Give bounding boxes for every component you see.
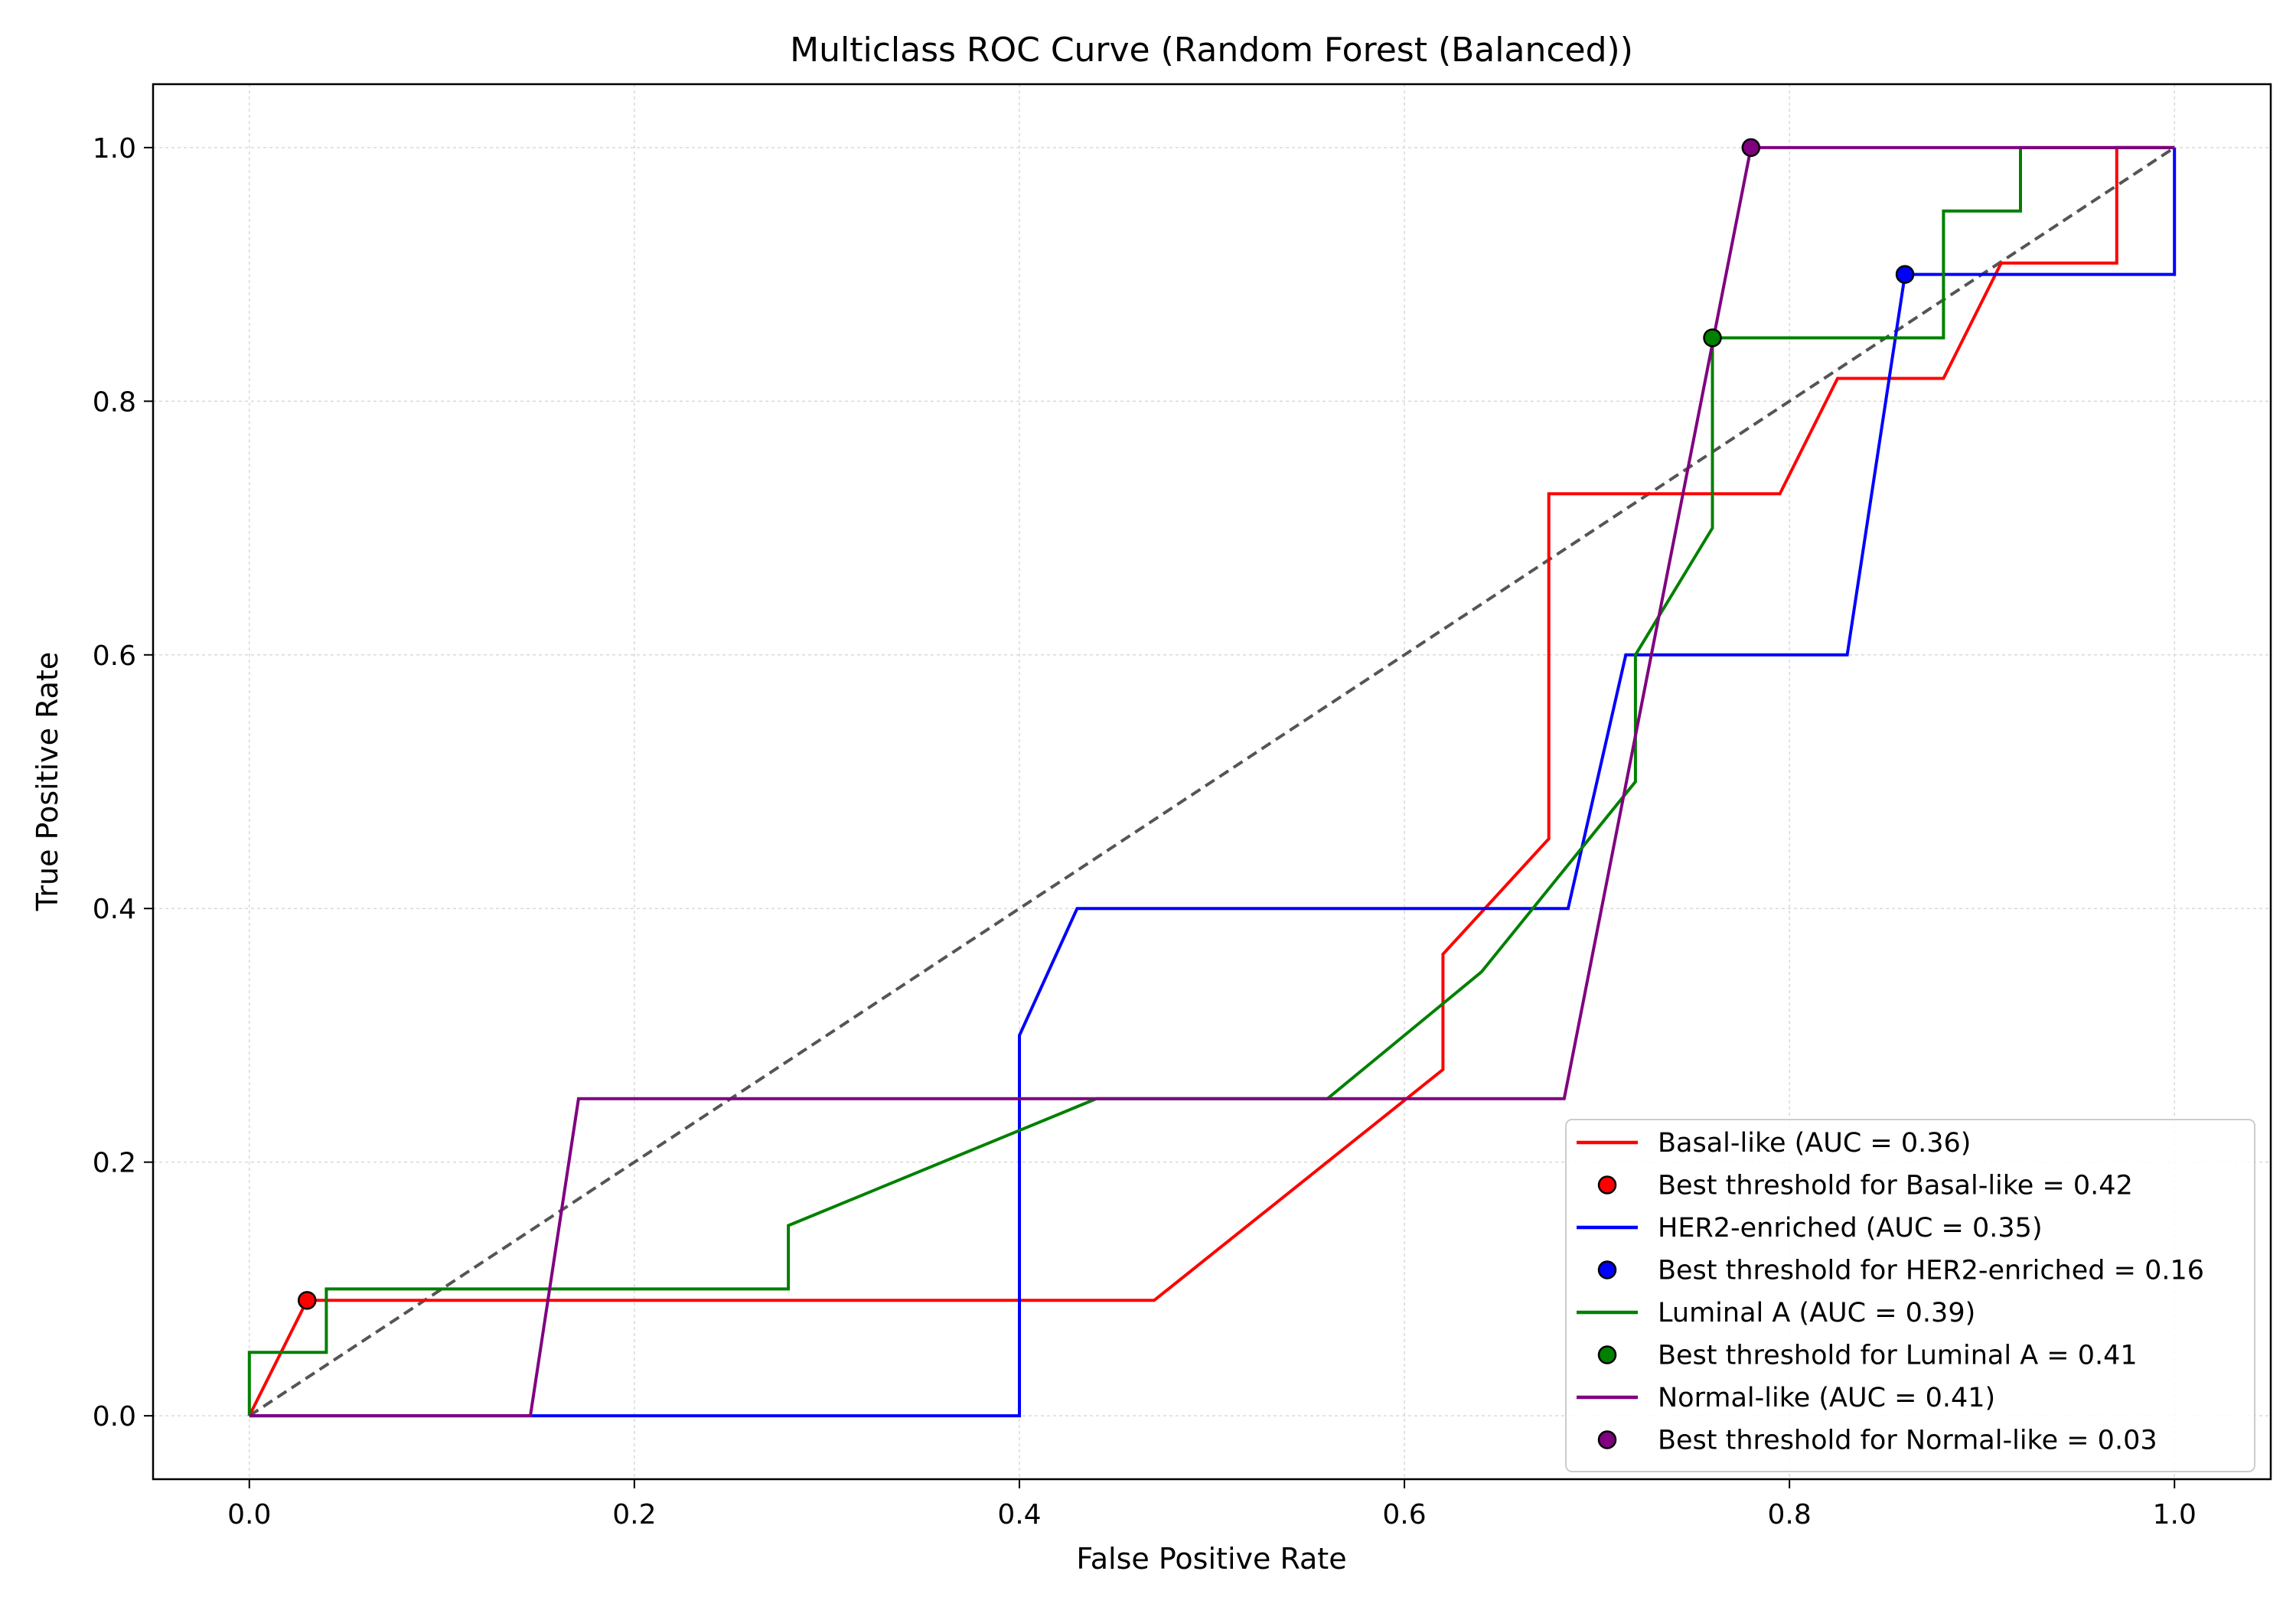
series-line-1 — [249, 147, 2177, 1418]
legend-label: Best threshold for HER2-enriched = 0.16 — [1658, 1256, 2204, 1286]
series-line-3 — [249, 145, 2175, 1418]
chance-diagonal — [248, 146, 2176, 1417]
best-threshold-point-1 — [1895, 265, 1915, 284]
series-layer — [247, 145, 2177, 1418]
legend: Basal-like (AUC = 0.36) Best threshold fo… — [1565, 1119, 2255, 1472]
series-line-0 — [248, 145, 2175, 1416]
y-tick-label: 0.8 — [93, 386, 136, 418]
x-tick-label: 1.0 — [2153, 1499, 2197, 1530]
x-tick-label: 0.4 — [997, 1499, 1041, 1530]
chart-title: Multiclass ROC Curve (Random Forest (Bal… — [790, 31, 1633, 70]
best-threshold-points — [297, 138, 1915, 1310]
legend-label: HER2-enriched (AUC = 0.35) — [1658, 1213, 2043, 1244]
x-tick-label: 0.2 — [612, 1499, 656, 1530]
x-tick-label: 0.8 — [1768, 1499, 1812, 1530]
best-threshold-point-3 — [1741, 138, 1761, 158]
legend-box — [1565, 1119, 2255, 1472]
best-threshold-point-2 — [1703, 328, 1722, 347]
best-threshold-point-0 — [297, 1291, 317, 1310]
y-tick-label: 1.0 — [93, 133, 136, 165]
plot-frame — [152, 83, 2272, 1481]
legend-label: Best threshold for Luminal A = 0.41 — [1658, 1341, 2138, 1371]
axis-ticks: 0.0 0.2 0.4 0.6 0.8 1.0 0.0 0.2 0.4 0.6 0.8 1.0 — [93, 133, 2197, 1530]
y-tick-label: 0.6 — [93, 641, 136, 672]
legend-label: Best threshold for Normal-like = 0.03 — [1658, 1426, 2157, 1456]
y-tick-label: 0.4 — [93, 894, 136, 925]
chance-line — [248, 146, 2176, 1417]
legend-label: Best threshold for Basal-like = 0.42 — [1658, 1171, 2133, 1201]
legend-dot-swatch — [1597, 1175, 1617, 1195]
legend-dot-swatch — [1597, 1430, 1617, 1449]
y-axis-label: True Positive Rate — [31, 652, 64, 912]
series-line-2 — [247, 145, 2175, 1416]
y-tick-label: 0.2 — [93, 1148, 136, 1179]
x-tick-label: 0.6 — [1382, 1499, 1426, 1530]
x-axis-label: False Positive Rate — [1076, 1542, 1346, 1576]
y-tick-label: 0.0 — [93, 1401, 136, 1433]
legend-dot-swatch — [1597, 1345, 1617, 1364]
x-tick-label: 0.0 — [227, 1499, 271, 1530]
legend-label: Luminal A (AUC = 0.39) — [1658, 1298, 1975, 1328]
legend-label: Normal-like (AUC = 0.41) — [1658, 1383, 1995, 1413]
legend-label: Basal-like (AUC = 0.36) — [1658, 1128, 1971, 1159]
legend-dot-swatch — [1597, 1260, 1617, 1279]
